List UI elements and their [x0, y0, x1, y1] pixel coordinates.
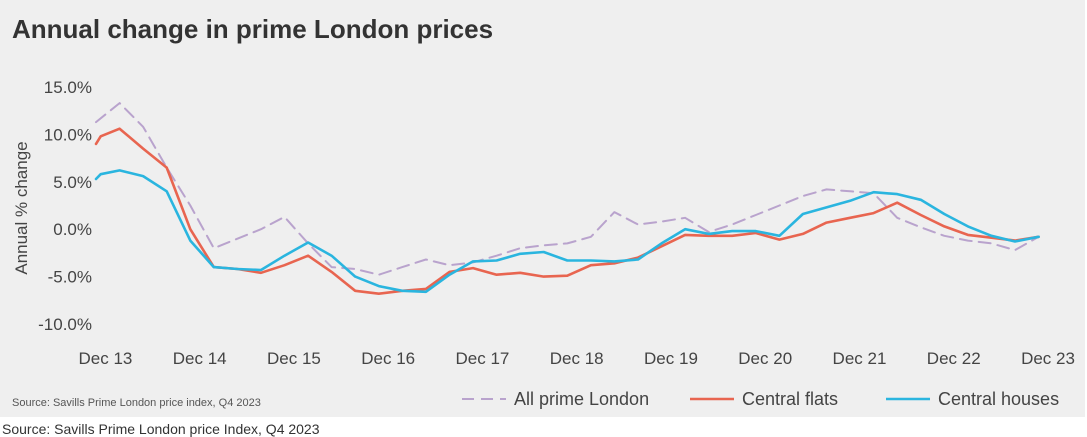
y-tick-label: 15.0% [44, 78, 92, 97]
figure-source-caption: Source: Savills Prime London price Index… [2, 421, 320, 437]
chart-panel [0, 0, 1085, 417]
x-tick-label: Dec 13 [78, 349, 132, 368]
x-tick-label: Dec 18 [550, 349, 604, 368]
x-tick-label: Dec 21 [833, 349, 887, 368]
x-tick-label: Dec 17 [456, 349, 510, 368]
y-tick-label: -5.0% [48, 268, 92, 287]
series-line-all-prime-london [95, 102, 1040, 276]
legend-label: All prime London [514, 389, 649, 409]
series-line-central-houses [94, 169, 1040, 294]
chart-title: Annual change in prime London prices [12, 14, 494, 44]
x-tick-label: Dec 22 [927, 349, 981, 368]
y-tick-label: 10.0% [44, 125, 92, 144]
y-axis-title-group: Annual % change [12, 141, 31, 274]
x-tick-label: Dec 19 [644, 349, 698, 368]
legend-label: Central houses [938, 389, 1059, 409]
y-tick-label: 5.0% [53, 173, 92, 192]
legend-label: Central flats [742, 389, 838, 409]
y-tick-label: 0.0% [53, 220, 92, 239]
x-tick-label: Dec 23 [1021, 349, 1075, 368]
x-tick-label: Dec 16 [361, 349, 415, 368]
chart-legend: All prime London Central flats Central hou… [462, 389, 1059, 409]
y-axis-title: Annual % change [12, 141, 31, 274]
y-tick-label: -10.0% [38, 315, 92, 334]
chart-source-note: Source: Savills Prime London price index… [12, 397, 261, 409]
x-tick-label: Dec 20 [738, 349, 792, 368]
x-tick-label: Dec 15 [267, 349, 321, 368]
x-tick-label: Dec 14 [173, 349, 227, 368]
